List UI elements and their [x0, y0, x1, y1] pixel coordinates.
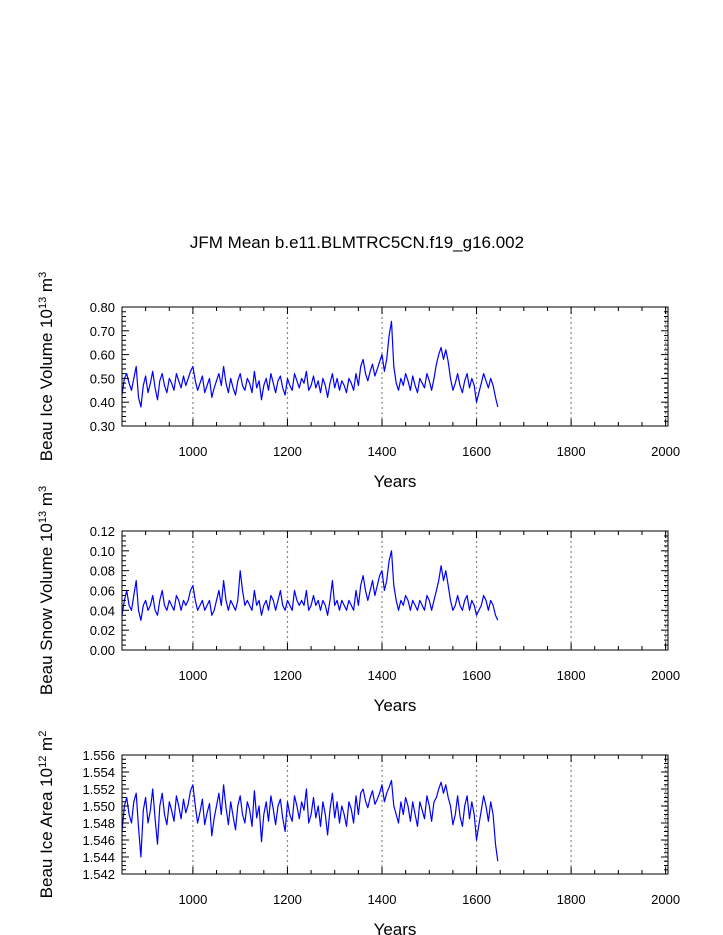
- y-tick-label: 0.04: [90, 603, 115, 618]
- y-axis-label-text: Beau Ice Area 10: [37, 768, 56, 898]
- y-tick-label: 0.02: [90, 623, 115, 638]
- y-axis-label-superscript: 2: [37, 731, 49, 737]
- y-tick-label: 0.12: [90, 524, 115, 539]
- ice-area-panel: 1000 1200 1400 1600 1800 2000 1.542 1.544 1.546 1…: [37, 731, 680, 935]
- y-axis-label-superscript: 13: [37, 511, 49, 523]
- x-tick-label: 2000: [651, 892, 680, 907]
- y-tick-label: 1.552: [82, 782, 115, 797]
- figure-title: JFM Mean b.e11.BLMTRC5CN.f19_g16.002: [190, 233, 524, 252]
- x-tick-label: 1400: [368, 668, 397, 683]
- y-tick-label: 1.550: [82, 799, 115, 814]
- x-tick-label: 1200: [273, 444, 302, 459]
- y-tick-label: 1.542: [82, 867, 115, 882]
- y-axis-label-text: m: [37, 492, 56, 511]
- y-tick-label: 0.70: [90, 324, 115, 339]
- x-tick-label: 1400: [368, 892, 397, 907]
- y-axis-label-superscript: 3: [37, 272, 49, 278]
- x-tick-label: 1800: [557, 668, 586, 683]
- plot-frame: [121, 306, 669, 427]
- y-tick-label: 0.60: [90, 348, 115, 363]
- x-tick-label: 1600: [462, 892, 491, 907]
- y-tick-label: 1.546: [82, 833, 115, 848]
- y-tick-label: 0.50: [90, 371, 115, 386]
- y-tick-label: 1.548: [82, 816, 115, 831]
- y-tick-label: 1.556: [82, 748, 115, 763]
- y-tick-label: 1.544: [82, 850, 115, 865]
- y-tick-label: 1.554: [82, 765, 115, 780]
- data-line-beau-snow-volume: [121, 550, 499, 621]
- y-tick-label: 0.06: [90, 584, 115, 599]
- x-axis-label: Years: [374, 472, 417, 491]
- y-axis-label-superscript: 12: [37, 756, 49, 768]
- y-axis-label-text: Beau Ice Volume 10: [37, 309, 56, 461]
- x-tick-label: 2000: [651, 444, 680, 459]
- y-axis-label: Beau Snow Volume 1013 m3: [37, 486, 56, 695]
- x-tick-label: 1200: [273, 668, 302, 683]
- y-tick-label: 0.40: [90, 395, 115, 410]
- y-axis-label-text: m: [37, 737, 56, 756]
- y-axis-label: Beau Ice Area 1012 m2: [37, 731, 56, 899]
- y-axis-label-text: m: [37, 278, 56, 297]
- y-tick-label: 0.30: [90, 419, 115, 434]
- x-tick-label: 1200: [273, 892, 302, 907]
- y-axis-label-superscript: 3: [37, 486, 49, 492]
- x-tick-label: 1000: [178, 668, 207, 683]
- x-axis-label: Years: [374, 920, 417, 935]
- y-tick-label: 0.00: [90, 643, 115, 658]
- y-tick-label: 0.08: [90, 564, 115, 579]
- y-axis-label-text: Beau Snow Volume 10: [37, 523, 56, 695]
- x-tick-label: 2000: [651, 668, 680, 683]
- x-tick-label: 1800: [557, 444, 586, 459]
- x-axis-label: Years: [374, 696, 417, 715]
- data-line-beau-ice-volume: [121, 320, 499, 408]
- x-tick-label: 1000: [178, 892, 207, 907]
- x-tick-label: 1000: [178, 444, 207, 459]
- y-axis-label-superscript: 13: [37, 297, 49, 309]
- x-tick-label: 1600: [462, 668, 491, 683]
- snow-volume-panel: 1000 1200 1400 1600 1800 2000 0.00 0.02 0.04 0.06…: [37, 486, 680, 715]
- y-tick-label: 0.10: [90, 544, 115, 559]
- x-tick-label: 1400: [368, 444, 397, 459]
- y-axis-label: Beau Ice Volume 1013 m3: [37, 272, 56, 461]
- x-tick-label: 1800: [557, 892, 586, 907]
- x-tick-label: 1600: [462, 444, 491, 459]
- data-line-beau-ice-area: [121, 779, 499, 862]
- ice-volume-panel: 1000 1200 1400 1600 1800 2000 0.30 0.40 0.50 0.60…: [37, 272, 680, 491]
- y-tick-label: 0.80: [90, 300, 115, 315]
